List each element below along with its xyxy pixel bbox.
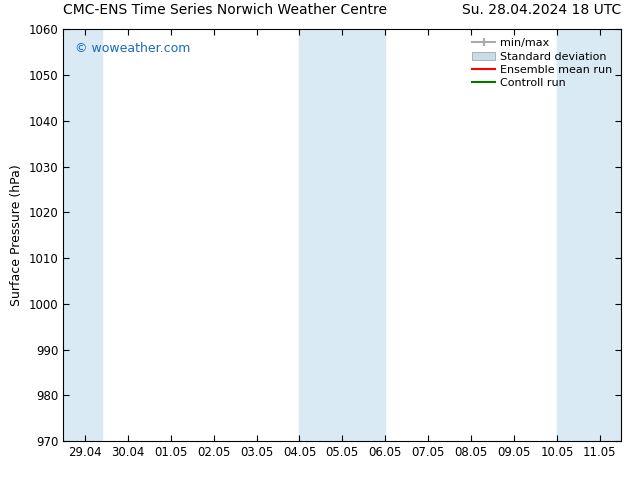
Text: © woweather.com: © woweather.com: [75, 42, 190, 55]
Bar: [600, 29, 621, 441]
Text: Su. 28.04.2024 18 UTC: Su. 28.04.2024 18 UTC: [462, 3, 621, 17]
Bar: [557, 29, 600, 441]
Bar: [299, 29, 342, 441]
Y-axis label: Surface Pressure (hPa): Surface Pressure (hPa): [10, 164, 23, 306]
Text: CMC-ENS Time Series Norwich Weather Centre: CMC-ENS Time Series Norwich Weather Cent…: [63, 3, 387, 17]
Legend: min/max, Standard deviation, Ensemble mean run, Controll run: min/max, Standard deviation, Ensemble me…: [469, 35, 616, 92]
Bar: [342, 29, 385, 441]
Bar: [63, 29, 102, 441]
